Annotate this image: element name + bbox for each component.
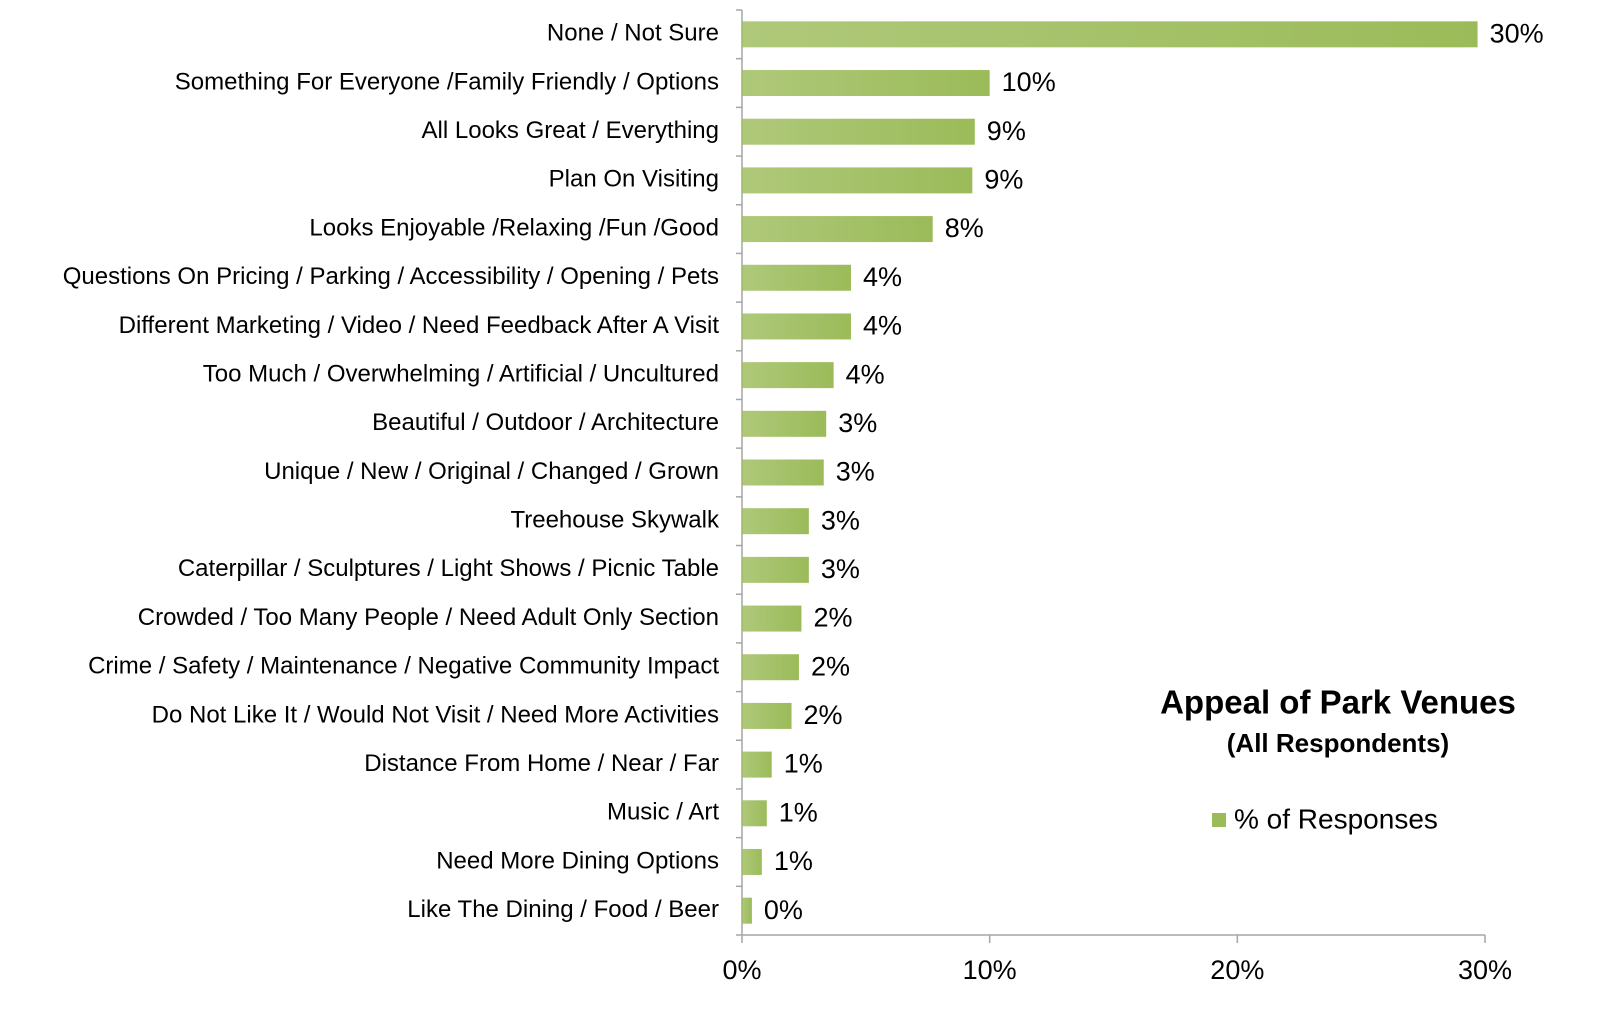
value-label: 2% bbox=[804, 700, 843, 730]
bar bbox=[742, 508, 809, 535]
y-tick-label: Music / Art bbox=[607, 799, 719, 826]
bar bbox=[742, 167, 973, 194]
value-label: 4% bbox=[863, 311, 902, 341]
y-tick-label: Questions On Pricing / Parking / Accessi… bbox=[63, 263, 719, 290]
value-label: 4% bbox=[863, 262, 902, 292]
bar bbox=[742, 216, 933, 243]
y-tick-label: Unique / New / Original / Changed / Grow… bbox=[264, 458, 719, 485]
y-tick-label: Like The Dining / Food / Beer bbox=[407, 896, 719, 923]
bar bbox=[742, 751, 772, 778]
y-tick-label: Crime / Safety / Maintenance / Negative … bbox=[88, 653, 719, 680]
bar bbox=[742, 556, 809, 583]
y-tick-label: All Looks Great / Everything bbox=[422, 117, 719, 144]
bar bbox=[742, 605, 802, 632]
bar bbox=[742, 70, 990, 97]
y-tick-label: Distance From Home / Near / Far bbox=[364, 750, 719, 777]
bar bbox=[742, 313, 851, 340]
chart-title: Appeal of Park Venues bbox=[1160, 684, 1516, 721]
value-label: 4% bbox=[846, 359, 885, 389]
value-label: 1% bbox=[779, 797, 818, 827]
value-label: 3% bbox=[821, 554, 860, 584]
value-label: 1% bbox=[774, 846, 813, 876]
y-tick-label: Crowded / Too Many People / Need Adult O… bbox=[138, 604, 719, 631]
value-label: 1% bbox=[784, 749, 823, 779]
y-tick-label: Plan On Visiting bbox=[549, 166, 719, 193]
value-label: 10% bbox=[1002, 67, 1056, 97]
bar bbox=[742, 800, 767, 827]
y-tick-label: Beautiful / Outdoor / Architecture bbox=[372, 409, 719, 436]
y-tick-label: Treehouse Skywalk bbox=[510, 507, 720, 534]
value-label: 30% bbox=[1490, 18, 1544, 48]
value-label: 3% bbox=[821, 505, 860, 535]
value-label: 0% bbox=[764, 895, 803, 925]
bar bbox=[742, 118, 975, 145]
y-tick-label: Something For Everyone /Family Friendly … bbox=[175, 68, 719, 95]
bar bbox=[742, 410, 827, 437]
y-tick-label: Too Much / Overwhelming / Artificial / U… bbox=[203, 360, 719, 387]
legend-swatch bbox=[1212, 813, 1226, 827]
bar bbox=[742, 702, 792, 729]
chart-subtitle: (All Respondents) bbox=[1227, 728, 1449, 758]
bar bbox=[742, 654, 799, 681]
bar bbox=[742, 848, 762, 875]
bar bbox=[742, 459, 824, 486]
y-tick-label: Caterpillar / Sculptures / Light Shows /… bbox=[178, 555, 719, 582]
value-label: 2% bbox=[811, 651, 850, 681]
y-tick-label: Do Not Like It / Would Not Visit / Need … bbox=[152, 701, 719, 728]
value-label: 9% bbox=[984, 165, 1023, 195]
bar bbox=[742, 21, 1478, 48]
bar bbox=[742, 264, 851, 291]
y-tick-label: Different Marketing / Video / Need Feedb… bbox=[119, 312, 720, 339]
legend-label: % of Responses bbox=[1234, 803, 1438, 834]
x-tick-label: 10% bbox=[963, 955, 1017, 985]
x-tick-label: 20% bbox=[1210, 955, 1264, 985]
value-label: 3% bbox=[838, 408, 877, 438]
value-label: 2% bbox=[813, 603, 852, 633]
x-tick-label: 0% bbox=[722, 955, 761, 985]
bar bbox=[742, 897, 752, 924]
value-label: 8% bbox=[945, 213, 984, 243]
y-tick-label: Need More Dining Options bbox=[436, 847, 719, 874]
y-tick-label: None / Not Sure bbox=[547, 20, 719, 47]
value-label: 3% bbox=[836, 457, 875, 487]
bar bbox=[742, 362, 834, 389]
value-label: 9% bbox=[987, 116, 1026, 146]
x-tick-label: 30% bbox=[1458, 955, 1512, 985]
y-tick-label: Looks Enjoyable /Relaxing /Fun /Good bbox=[309, 214, 719, 241]
